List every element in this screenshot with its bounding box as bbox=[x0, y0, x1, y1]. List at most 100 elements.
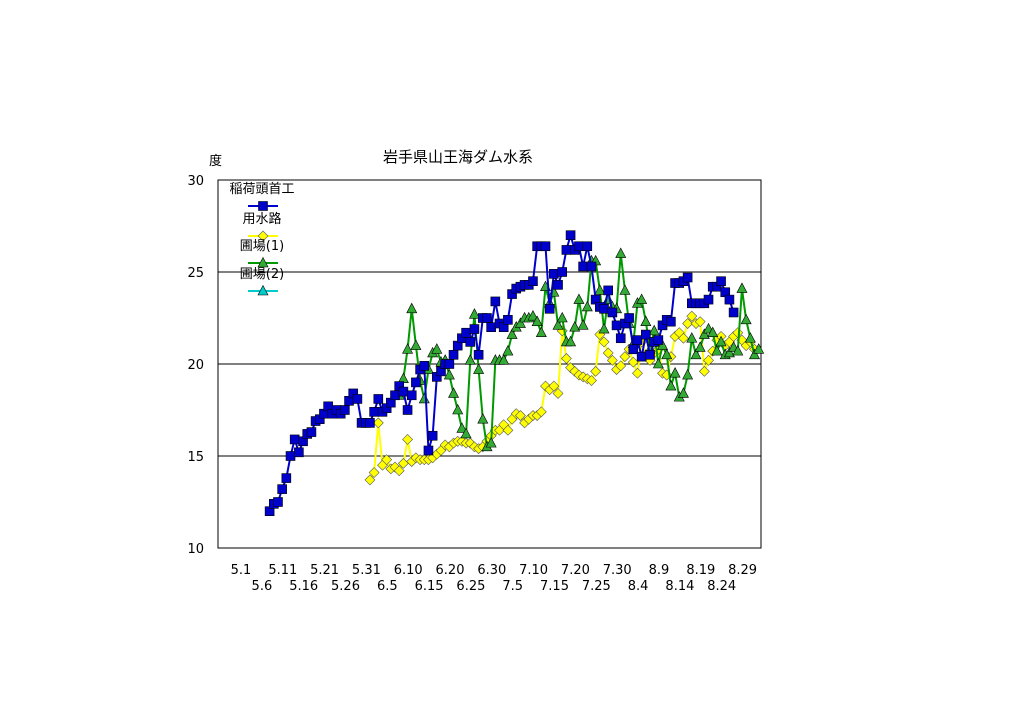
data-point bbox=[393, 465, 405, 477]
data-point bbox=[486, 322, 496, 333]
data-point bbox=[640, 315, 652, 326]
data-point bbox=[410, 339, 422, 350]
data-point bbox=[686, 332, 698, 343]
x-tick-label: 7.15 bbox=[540, 579, 569, 594]
x-tick-label: 8.14 bbox=[665, 579, 694, 594]
data-point bbox=[258, 201, 268, 211]
data-point bbox=[498, 354, 510, 365]
x-tick-label: 7.20 bbox=[561, 563, 590, 578]
x-tick-label: 6.20 bbox=[436, 563, 465, 578]
data-point bbox=[468, 308, 480, 319]
data-point bbox=[285, 451, 296, 461]
data-point bbox=[615, 333, 626, 344]
data-point bbox=[485, 436, 497, 448]
x-tick-label: 6.25 bbox=[456, 579, 485, 594]
data-point bbox=[402, 434, 413, 445]
y-tick-labels: 10 15 20 25 30 bbox=[187, 174, 204, 557]
data-point bbox=[340, 405, 350, 415]
data-point bbox=[352, 394, 363, 404]
data-point bbox=[711, 344, 723, 356]
legend-label: 圃場(1) bbox=[240, 239, 284, 254]
data-point bbox=[744, 332, 756, 343]
data-point bbox=[557, 267, 568, 277]
data-point bbox=[464, 354, 476, 365]
data-point bbox=[390, 390, 400, 401]
data-point bbox=[682, 272, 693, 283]
data-point bbox=[448, 387, 460, 398]
x-tick-labels: 5.1 5.11 5.21 5.31 6.10 6.20 6.30 7.10 7.20 7.30 8… bbox=[231, 563, 757, 594]
data-point bbox=[465, 337, 476, 347]
data-point bbox=[281, 473, 292, 483]
data-point bbox=[636, 293, 648, 304]
data-point bbox=[257, 230, 269, 242]
data-point bbox=[411, 377, 421, 388]
data-point bbox=[599, 303, 609, 314]
data-point bbox=[473, 363, 485, 374]
data-point bbox=[565, 335, 577, 347]
data-point bbox=[619, 284, 631, 295]
data-point bbox=[586, 261, 597, 272]
data-point bbox=[624, 313, 634, 323]
x-tick-label: 8.29 bbox=[728, 563, 757, 578]
data-point bbox=[606, 354, 618, 366]
data-point bbox=[598, 336, 610, 348]
data-point bbox=[469, 324, 480, 334]
data-point bbox=[749, 348, 760, 360]
x-tick-label: 5.6 bbox=[252, 579, 273, 594]
data-point bbox=[503, 315, 513, 325]
data-point bbox=[594, 284, 606, 295]
data-point bbox=[406, 302, 418, 314]
x-tick-label: 8.19 bbox=[686, 563, 715, 578]
data-point bbox=[502, 424, 514, 436]
data-point bbox=[648, 324, 660, 336]
data-point bbox=[431, 343, 443, 354]
data-point bbox=[461, 327, 471, 338]
data-point bbox=[473, 349, 484, 360]
data-point bbox=[452, 403, 464, 415]
legend-item: 稲荷頭首工 bbox=[229, 182, 295, 211]
data-point bbox=[544, 303, 555, 314]
series-1 bbox=[264, 230, 739, 517]
data-point bbox=[577, 319, 589, 330]
legend-label: 圃場(2) bbox=[240, 267, 284, 282]
x-tick-label: 5.31 bbox=[352, 563, 381, 578]
data-point bbox=[678, 332, 689, 344]
data-point bbox=[306, 427, 317, 437]
data-point bbox=[603, 285, 614, 296]
data-point bbox=[703, 354, 714, 366]
data-point bbox=[365, 418, 375, 428]
legend-item: 圃場(1) bbox=[240, 239, 284, 268]
data-point bbox=[368, 467, 380, 478]
data-point bbox=[556, 311, 568, 323]
data-point bbox=[535, 326, 547, 338]
data-point bbox=[514, 410, 526, 421]
data-point bbox=[569, 321, 581, 332]
data-point bbox=[590, 365, 602, 377]
legend-label: 用水路 bbox=[242, 211, 281, 227]
data-point bbox=[740, 313, 752, 325]
data-point bbox=[698, 365, 710, 377]
data-point bbox=[690, 348, 702, 360]
data-point bbox=[443, 368, 455, 380]
data-point bbox=[615, 247, 627, 258]
series-2 bbox=[364, 310, 760, 486]
data-point bbox=[540, 241, 551, 252]
data-point bbox=[669, 367, 681, 378]
data-point bbox=[619, 351, 631, 363]
data-point bbox=[456, 422, 468, 433]
x-tick-label: 6.10 bbox=[394, 563, 423, 578]
data-point bbox=[677, 387, 689, 398]
data-point bbox=[482, 313, 492, 323]
data-point bbox=[641, 329, 651, 340]
data-point bbox=[698, 328, 710, 339]
x-tick-label: 5.26 bbox=[331, 579, 360, 594]
legend-item: 圃場(2) bbox=[240, 267, 284, 296]
data-point bbox=[661, 348, 673, 360]
data-point bbox=[373, 394, 384, 404]
x-tick-label: 7.30 bbox=[603, 563, 632, 578]
data-point bbox=[257, 256, 269, 268]
data-point bbox=[724, 294, 735, 305]
data-point bbox=[728, 307, 739, 318]
data-point bbox=[460, 427, 472, 439]
data-point bbox=[381, 454, 393, 466]
